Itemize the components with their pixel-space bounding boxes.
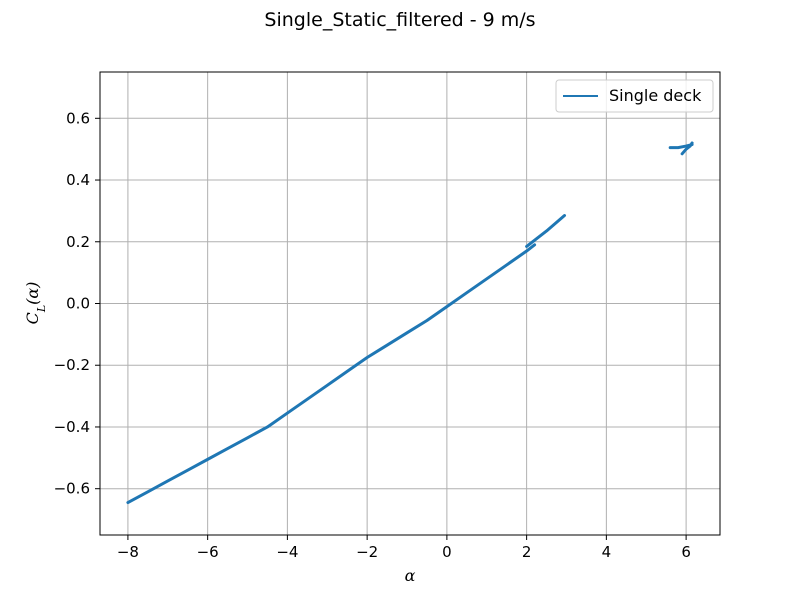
series-line-single-deck [680,141,694,156]
x-axis: −8 −6 −4 −2 0 2 4 6 [117,535,691,561]
grid [100,72,720,535]
y-axis-label-main: C [23,312,42,324]
x-tick-label: −6 [197,543,219,561]
series-layer [126,141,694,505]
x-tick-label: −2 [356,543,378,561]
y-axis-label-argument: (α) [23,282,42,305]
y-tick-label: −0.2 [54,356,90,374]
y-axis-label-subscript: L [35,305,48,313]
x-axis-label: α [405,566,416,585]
legend-box [555,79,714,113]
y-tick-label: 0.2 [66,233,90,251]
y-axis: −0.6 −0.4 −0.2 0.0 0.2 0.4 0.6 [54,109,100,498]
series-line-single-deck [525,214,566,248]
y-tick-label: −0.4 [54,418,90,436]
x-tick-label: 4 [602,543,612,561]
x-tick-label: 0 [442,543,452,561]
chart-title: Single_Static_filtered - 9 m/s [264,9,535,31]
series-line-single-deck [126,243,537,505]
y-tick-label: 0.4 [66,171,90,189]
legend: Single deck [555,79,714,113]
x-tick-label: −8 [117,543,139,561]
y-tick-label: 0.6 [66,109,90,127]
y-tick-label: 0.0 [66,295,90,313]
x-tick-label: 2 [522,543,532,561]
y-tick-label: −0.6 [54,480,90,498]
x-tick-label: 6 [681,543,691,561]
x-tick-label: −4 [276,543,298,561]
legend-label: Single deck [609,86,702,105]
y-axis-label: CL(α) [23,282,48,325]
